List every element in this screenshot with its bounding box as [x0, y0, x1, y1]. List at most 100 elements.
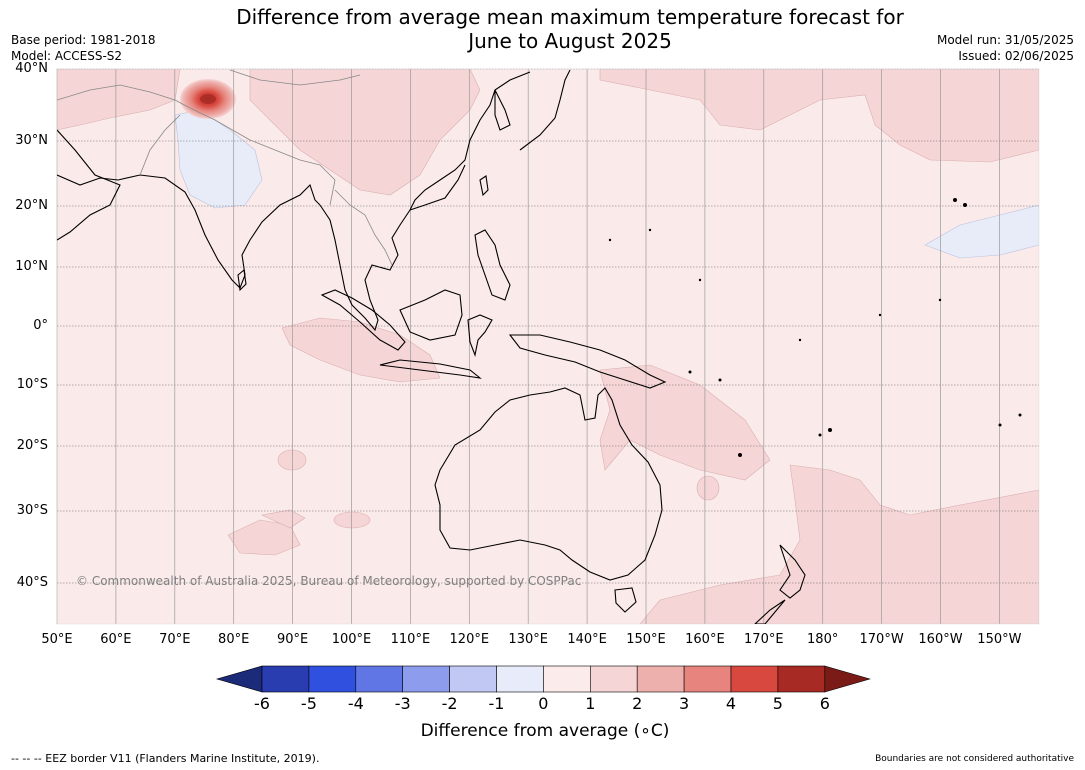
lon-label: 50°E: [41, 632, 73, 647]
coastline-korea: [494, 89, 511, 131]
eez-note: -- -- -- EEZ border V11 (Flanders Marine…: [11, 752, 320, 765]
lon-label: 150°W: [977, 632, 1022, 647]
model-name: Model: ACCESS-S2: [11, 49, 123, 63]
anomaly-region-india-below: [174, 109, 263, 209]
colorbar-tick-label: -1: [488, 694, 505, 713]
model-run: Model run: 31/05/2025: [936, 33, 1074, 47]
anomaly-fields: [57, 69, 1039, 624]
colorbar-tick-label: -3: [394, 694, 411, 713]
lon-label: 100°E: [331, 632, 372, 647]
lat-label: 40°S: [16, 575, 48, 590]
anomaly-region-small-2: [696, 475, 720, 501]
colorbar-tick-label: 3: [679, 694, 690, 713]
anomaly-hotspot-core: [200, 94, 216, 104]
base-period: Base period: 1981-2018: [11, 33, 156, 47]
coastline-persian-gulf: [57, 174, 119, 186]
anomaly-region-small-3: [333, 511, 371, 529]
copyright-notice: © Commonwealth of Australia 2025, Bureau…: [76, 574, 582, 588]
graticule: [56, 68, 1040, 625]
coastline-sulawesi: [467, 314, 493, 357]
colorbar-extend-high: [824, 665, 871, 693]
coastline-indochina: [319, 71, 531, 332]
colorbar-segment: [355, 665, 403, 693]
colorbar-segment: [636, 665, 685, 693]
colorbar-segment: [402, 665, 450, 693]
colorbar-label: Difference from average (∘C): [420, 721, 670, 741]
lon-label: 120°E: [449, 632, 490, 647]
lon-label: 140°E: [567, 632, 607, 647]
meta-right: Model run: 31/05/2025 Issued: 02/06/2025: [937, 32, 1074, 64]
coastline-arabia: [57, 129, 121, 241]
lat-label: 20°S: [16, 438, 48, 453]
anomaly-region-north-pacific: [599, 69, 1039, 163]
colorbar-tick-label: 4: [725, 694, 737, 713]
colorbar-extend-low: [215, 665, 263, 693]
lon-label: 110°E: [390, 632, 431, 647]
colorbar-tick-label: 2: [632, 694, 643, 713]
lat-label: 30°N: [15, 133, 48, 148]
colorbar-segment: [449, 665, 497, 693]
border-india-north: [189, 107, 336, 206]
coastline-tasmania: [614, 587, 637, 613]
coastline-new-zealand-south: [754, 599, 786, 624]
lat-label: 10°S: [16, 377, 48, 392]
lat-label: 10°N: [15, 259, 48, 274]
lon-label: 90°E: [276, 632, 309, 647]
anomaly-region-south-pacific: [639, 464, 1039, 624]
lon-label: 170°E: [744, 632, 784, 647]
title-line-1: Difference from average mean maximum tem…: [236, 5, 904, 29]
lon-label: 60°E: [100, 632, 132, 647]
anomaly-region-pacific-below: [924, 204, 1039, 259]
meta-left: Base period: 1981-2018 Model: ACCESS-S2: [11, 32, 156, 64]
coastlines: [57, 69, 806, 624]
pacific-islands: [608, 198, 1022, 457]
colorbar-tick-label: -4: [347, 694, 364, 713]
lon-label: 160°E: [685, 632, 725, 647]
colorbar-tick-label: 6: [819, 694, 830, 713]
anomaly-region-equatorial-indian: [281, 317, 441, 383]
border-west-asia: [57, 84, 191, 109]
anomaly-region-south-indian: [261, 509, 306, 529]
colorbar-segment: [730, 665, 779, 693]
coastline-taiwan: [479, 175, 489, 197]
colorbar-segment: [543, 665, 591, 693]
colorbar-tick-label: -6: [254, 694, 270, 713]
lat-label: 20°N: [15, 198, 48, 213]
coastline-sumatra: [320, 289, 406, 351]
lon-label: 160°W: [918, 632, 963, 647]
issued-date: Issued: 02/06/2025: [958, 49, 1074, 63]
country-borders: [57, 69, 393, 266]
lon-label: 70°E: [159, 632, 191, 647]
colorbar-tick-label: 0: [538, 694, 549, 713]
border-mainland-se-asia: [334, 189, 393, 266]
anomaly-region-china: [249, 69, 481, 196]
coastline-china: [409, 164, 466, 211]
anomaly-region-southwest-indian: [227, 519, 301, 556]
coastline-japan: [519, 69, 571, 151]
coastline-australia: [434, 387, 663, 581]
title-line-2: June to August 2025: [468, 29, 672, 53]
colorbar: [215, 665, 871, 693]
colorbar-segment: [308, 665, 357, 693]
boundaries-note: Boundaries are not considered authoritat…: [875, 754, 1074, 764]
colorbar-segment: [777, 665, 826, 693]
colorbar-tick-label: -5: [300, 694, 317, 713]
coastline-sri-lanka: [237, 268, 247, 292]
colorbar-segment: [496, 665, 544, 693]
coastline-philippines: [474, 229, 511, 301]
coastline-java: [379, 359, 482, 379]
border-pakistan: [139, 114, 181, 176]
lat-label: 40°N: [15, 61, 48, 76]
coastline-new-zealand: [779, 544, 806, 599]
colorbar-segment: [261, 665, 310, 693]
colorbar-tick-label: 5: [772, 694, 783, 713]
map-frame: [56, 68, 1040, 625]
lat-label: 0°: [33, 318, 48, 333]
lon-label: 80°E: [218, 632, 250, 647]
coastline-borneo: [399, 289, 463, 341]
lon-label: 170°W: [859, 632, 904, 647]
lat-label: 30°S: [16, 503, 48, 518]
colorbar-segment: [589, 665, 638, 693]
anomaly-region-west-asia: [57, 69, 181, 131]
